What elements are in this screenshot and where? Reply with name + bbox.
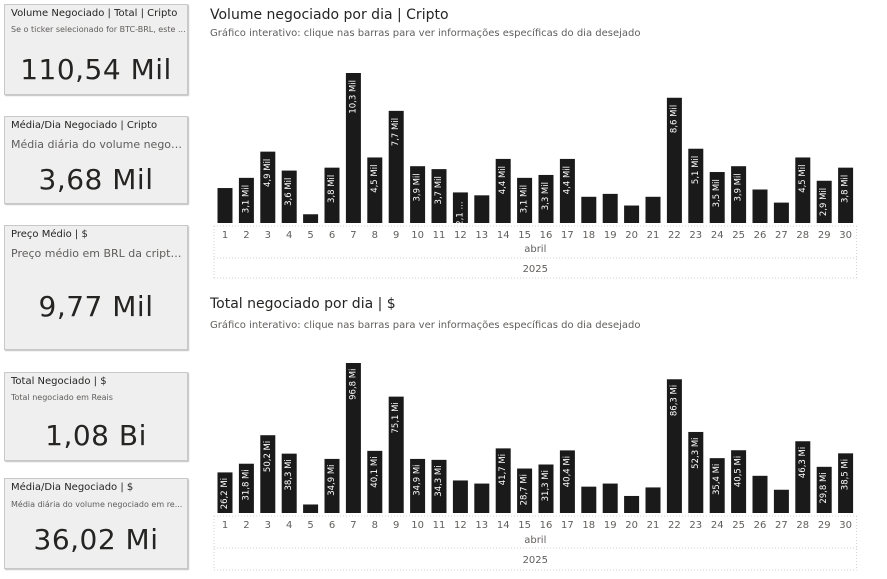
kpi-card-total-negociado[interactable]: Total Negociado | $ Total negociado em R…	[4, 372, 188, 461]
bar-day-30[interactable]	[838, 167, 854, 223]
card-title: Volume Negociado | Total | Cripto	[11, 8, 178, 19]
chart-volume-cripto: Volume negociado por dia | Cripto Gráfic…	[210, 7, 860, 290]
bar-day-29[interactable]	[816, 466, 832, 513]
card-value: 36,02 Mi	[33, 523, 159, 556]
bar-day-2[interactable]	[238, 177, 254, 223]
bar-day-7[interactable]	[345, 73, 361, 223]
card-subtitle: Total negociado em Reais	[11, 393, 113, 402]
kpi-card-preco-medio[interactable]: Preço Médio | $ Preço médio em BRL da cr…	[4, 225, 188, 350]
bar-day-8[interactable]	[367, 157, 383, 223]
bar-day-15[interactable]	[517, 177, 533, 223]
bar-day-21[interactable]	[645, 487, 661, 513]
bar-day-17[interactable]	[559, 450, 575, 513]
bar-day-23[interactable]	[688, 148, 704, 223]
bar-day-12[interactable]	[452, 192, 468, 223]
bar-day-25[interactable]	[731, 166, 747, 223]
bar-day-10[interactable]	[410, 458, 426, 513]
bar-day-11[interactable]	[431, 169, 447, 223]
bar-day-28[interactable]	[795, 441, 811, 513]
bar-day-30[interactable]	[838, 453, 854, 513]
card-subtitle: Preço médio em BRL da criptom...	[11, 247, 185, 260]
kpi-card-volume-total[interactable]: Volume Negociado | Total | Cripto Se o t…	[4, 4, 188, 95]
bar-day-20[interactable]	[624, 205, 640, 223]
bar-day-22[interactable]	[666, 379, 682, 513]
bar-day-24[interactable]	[709, 458, 725, 513]
bar-day-11[interactable]	[431, 459, 447, 513]
bar-day-18[interactable]	[581, 486, 597, 513]
bar-day-27[interactable]	[773, 202, 789, 223]
chart-title: Total negociado por dia | $	[210, 296, 396, 312]
bar-day-6[interactable]	[324, 167, 340, 223]
bar-day-3[interactable]	[260, 435, 276, 513]
bar-day-24[interactable]	[709, 172, 725, 223]
bar-day-26[interactable]	[752, 475, 768, 513]
bar-day-9[interactable]	[388, 396, 404, 513]
bar-day-22[interactable]	[666, 97, 682, 223]
card-title: Total Negociado | $	[11, 376, 107, 387]
bar-day-18[interactable]	[581, 196, 597, 223]
bar-day-1[interactable]	[217, 188, 233, 223]
bar-day-10[interactable]	[410, 166, 426, 223]
card-subtitle: Se o ticker selecionado for BTC-BRL, est…	[11, 25, 186, 34]
bar-day-6[interactable]	[324, 458, 340, 513]
bar-day-19[interactable]	[602, 483, 618, 513]
card-subtitle: Média diária do volume negociado em re..…	[11, 500, 183, 509]
bar-day-29[interactable]	[816, 180, 832, 223]
bar-day-5[interactable]	[303, 504, 319, 513]
bar-day-19[interactable]	[602, 193, 618, 223]
bar-day-28[interactable]	[795, 157, 811, 223]
bar-day-7[interactable]	[345, 363, 361, 513]
card-value: 1,08 Bi	[45, 419, 147, 452]
chart-total-reais: Total negociado por dia | $ Gráfico inte…	[210, 296, 860, 579]
bar-day-4[interactable]	[281, 453, 297, 513]
bar-day-2[interactable]	[238, 463, 254, 513]
card-value: 9,77 Mil	[38, 290, 154, 323]
bar-day-5[interactable]	[303, 214, 319, 223]
bar-day-21[interactable]	[645, 196, 661, 223]
chart-subtitle: Gráfico interativo: clique nas barras pa…	[210, 28, 641, 39]
bar-day-15[interactable]	[517, 468, 533, 513]
kpi-card-media-dia-reais[interactable]: Média/Dia Negociado | $ Média diária do …	[4, 478, 188, 569]
bar-day-16[interactable]	[538, 174, 554, 223]
bar-day-1[interactable]	[217, 472, 233, 513]
bar-day-25[interactable]	[731, 450, 747, 513]
bar-day-20[interactable]	[624, 495, 640, 513]
bar-day-13[interactable]	[474, 483, 490, 513]
chart-title: Volume negociado por dia | Cripto	[210, 7, 449, 23]
card-title: Preço Médio | $	[11, 229, 88, 240]
bar-day-14[interactable]	[495, 158, 511, 223]
bar-day-13[interactable]	[474, 195, 490, 223]
bar-day-8[interactable]	[367, 450, 383, 513]
bar-day-14[interactable]	[495, 448, 511, 513]
bar-day-27[interactable]	[773, 489, 789, 513]
card-value: 110,54 Mil	[20, 53, 172, 86]
bar-day-12[interactable]	[452, 480, 468, 513]
bar-day-3[interactable]	[260, 151, 276, 223]
bar-day-17[interactable]	[559, 158, 575, 223]
bar-day-4[interactable]	[281, 170, 297, 223]
card-title: Média/Dia Negociado | Cripto	[11, 120, 158, 131]
bar-day-16[interactable]	[538, 464, 554, 513]
chart-subtitle: Gráfico interativo: clique nas barras pa…	[210, 320, 641, 331]
bar-day-26[interactable]	[752, 189, 768, 223]
card-subtitle: Média diária do volume negocia...	[11, 138, 185, 151]
bar-day-9[interactable]	[388, 110, 404, 223]
card-title: Média/Dia Negociado | $	[11, 482, 134, 493]
bar-day-23[interactable]	[688, 431, 704, 513]
kpi-card-media-dia-cripto[interactable]: Média/Dia Negociado | Cripto Média diári…	[4, 116, 188, 204]
card-value: 3,68 Mil	[38, 163, 154, 196]
